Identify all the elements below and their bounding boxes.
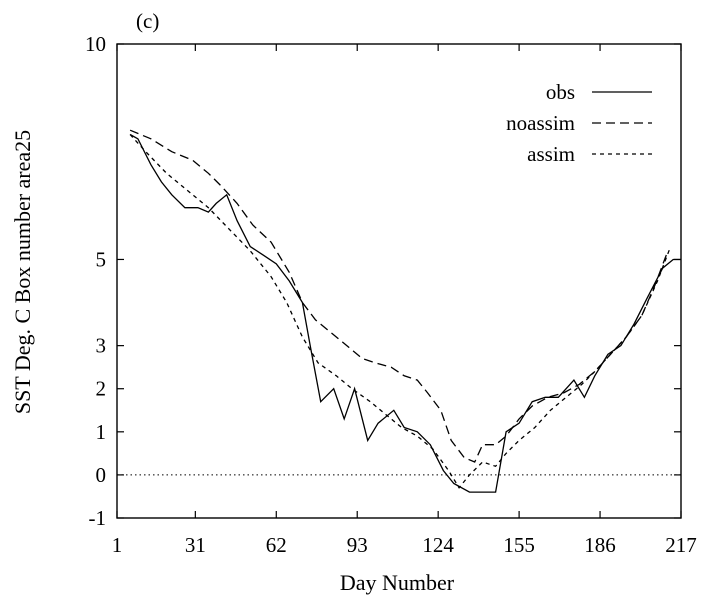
panel-label: (c): [136, 9, 159, 33]
series-line-noassim: [129, 129, 669, 463]
series-line-assim: [129, 134, 672, 489]
y-tick-label: 1: [96, 420, 107, 444]
legend-label: noassim: [506, 111, 575, 135]
y-axis-ticks: -1 0 1 2 3 5 10: [85, 32, 681, 530]
x-tick-label: 1: [112, 533, 123, 557]
y-axis-label: SST Deg. C Box number area25: [10, 130, 35, 414]
y-tick-label: 2: [96, 377, 107, 401]
y-tick-label: 3: [96, 334, 107, 358]
y-tick-label: 10: [85, 32, 106, 56]
plot-frame: [116, 43, 682, 519]
legend-label: assim: [527, 142, 575, 166]
y-tick-label: -1: [89, 506, 107, 530]
series-line-obs: [129, 133, 681, 493]
x-tick-label: 31: [185, 533, 206, 557]
x-tick-label: 124: [422, 533, 454, 557]
x-tick-label: 155: [503, 533, 535, 557]
series-lines: [129, 129, 681, 493]
legend-label: obs: [546, 80, 575, 104]
x-tick-label: 62: [266, 533, 287, 557]
x-axis-label: Day Number: [340, 570, 455, 595]
y-tick-label: 0: [96, 463, 107, 487]
x-axis-ticks: 1 31 62 93 124 155 186 217: [112, 44, 697, 557]
y-tick-label: 5: [96, 247, 107, 271]
x-tick-label: 93: [347, 533, 368, 557]
x-tick-label: 217: [665, 533, 697, 557]
x-tick-label: 186: [584, 533, 616, 557]
legend: obs noassim assim: [506, 80, 652, 166]
